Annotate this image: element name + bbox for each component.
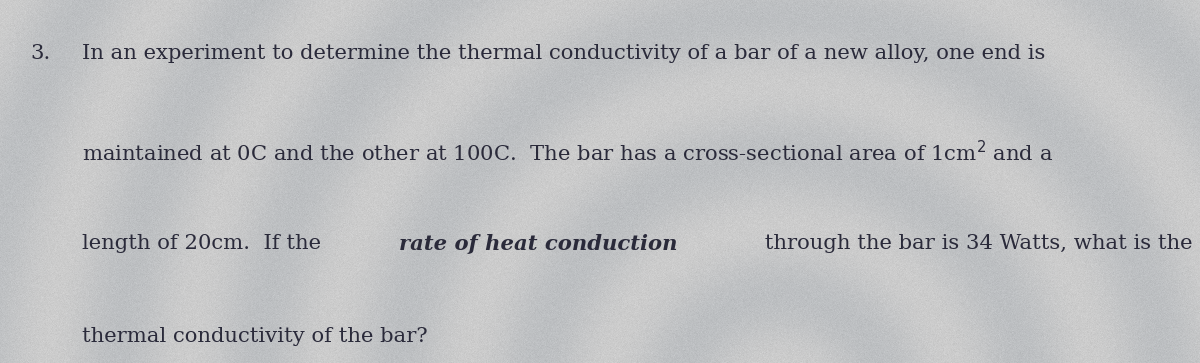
Text: maintained at 0C and the other at 100C.  The bar has a cross-sectional area of 1: maintained at 0C and the other at 100C. … bbox=[82, 140, 1052, 165]
Text: 3.: 3. bbox=[30, 44, 50, 62]
Text: length of 20cm.  If the: length of 20cm. If the bbox=[82, 234, 328, 253]
Text: rate of heat conduction: rate of heat conduction bbox=[398, 234, 677, 254]
Text: In an experiment to determine the thermal conductivity of a bar of a new alloy, : In an experiment to determine the therma… bbox=[82, 44, 1045, 62]
Text: thermal conductivity of the bar?: thermal conductivity of the bar? bbox=[82, 327, 427, 346]
Text: through the bar is 34 Watts, what is the: through the bar is 34 Watts, what is the bbox=[758, 234, 1193, 253]
